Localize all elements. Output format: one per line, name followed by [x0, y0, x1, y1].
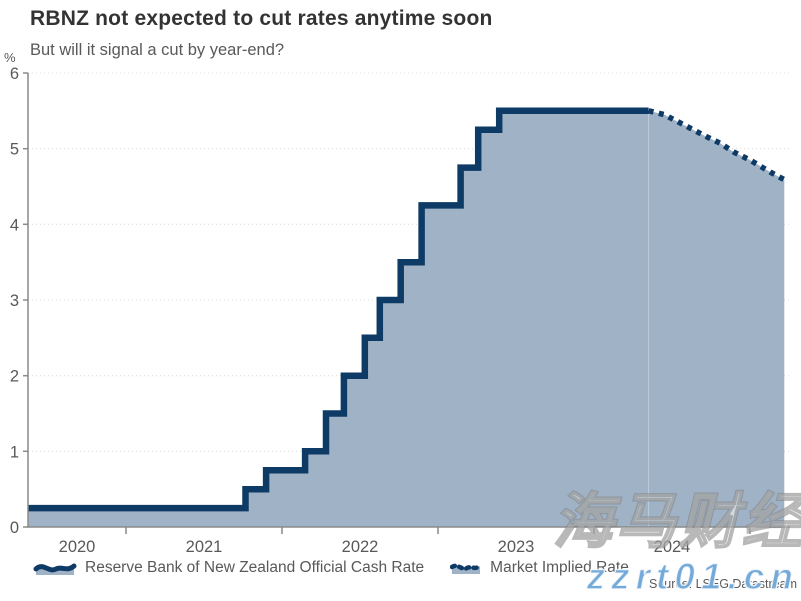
- watermark-cjk-text: 海马财经: [552, 487, 801, 556]
- x-tick-label: 2020: [59, 538, 96, 556]
- x-tick-label: 2022: [342, 538, 379, 556]
- y-tick-label: 5: [10, 141, 19, 159]
- ocr-step-line: [28, 107, 649, 512]
- watermark-site-url: zzrt01.cn: [586, 555, 799, 598]
- solid-wave-legend-icon: [33, 560, 77, 577]
- y-tick-label: 2: [10, 368, 19, 386]
- y-tick-label: 0: [10, 519, 19, 537]
- legend-label-ocr: Reserve Bank of New Zealand Official Cas…: [85, 559, 425, 576]
- y-tick-label: 1: [10, 443, 19, 461]
- dotted-wave-legend-icon: [450, 560, 483, 576]
- source-attribution: Source: LSEG Datastream: [649, 577, 797, 591]
- y-axis-unit-label: %: [4, 50, 16, 65]
- y-tick-label: 3: [10, 292, 19, 310]
- legend-item-ocr: Reserve Bank of New Zealand Official Cas…: [33, 559, 424, 577]
- y-tick-label: 6: [10, 65, 19, 83]
- market-implied-dotted-line: [647, 108, 786, 183]
- legend-item-market-implied: Market Implied Rate: [450, 559, 629, 577]
- x-tick-label: 2021: [186, 538, 223, 556]
- legend: Reserve Bank of New Zealand Official Cas…: [33, 559, 629, 577]
- x-tick-label: 2024: [654, 538, 691, 556]
- y-tick-label: 4: [10, 216, 19, 234]
- chart-title: RBNZ not expected to cut rates anytime s…: [30, 7, 493, 30]
- rate-area-fill: [28, 110, 785, 528]
- x-tick-label: 2023: [498, 538, 535, 556]
- chart-subtitle: But will it signal a cut by year-end?: [30, 41, 285, 59]
- legend-label-market-implied: Market Implied Rate: [490, 559, 629, 576]
